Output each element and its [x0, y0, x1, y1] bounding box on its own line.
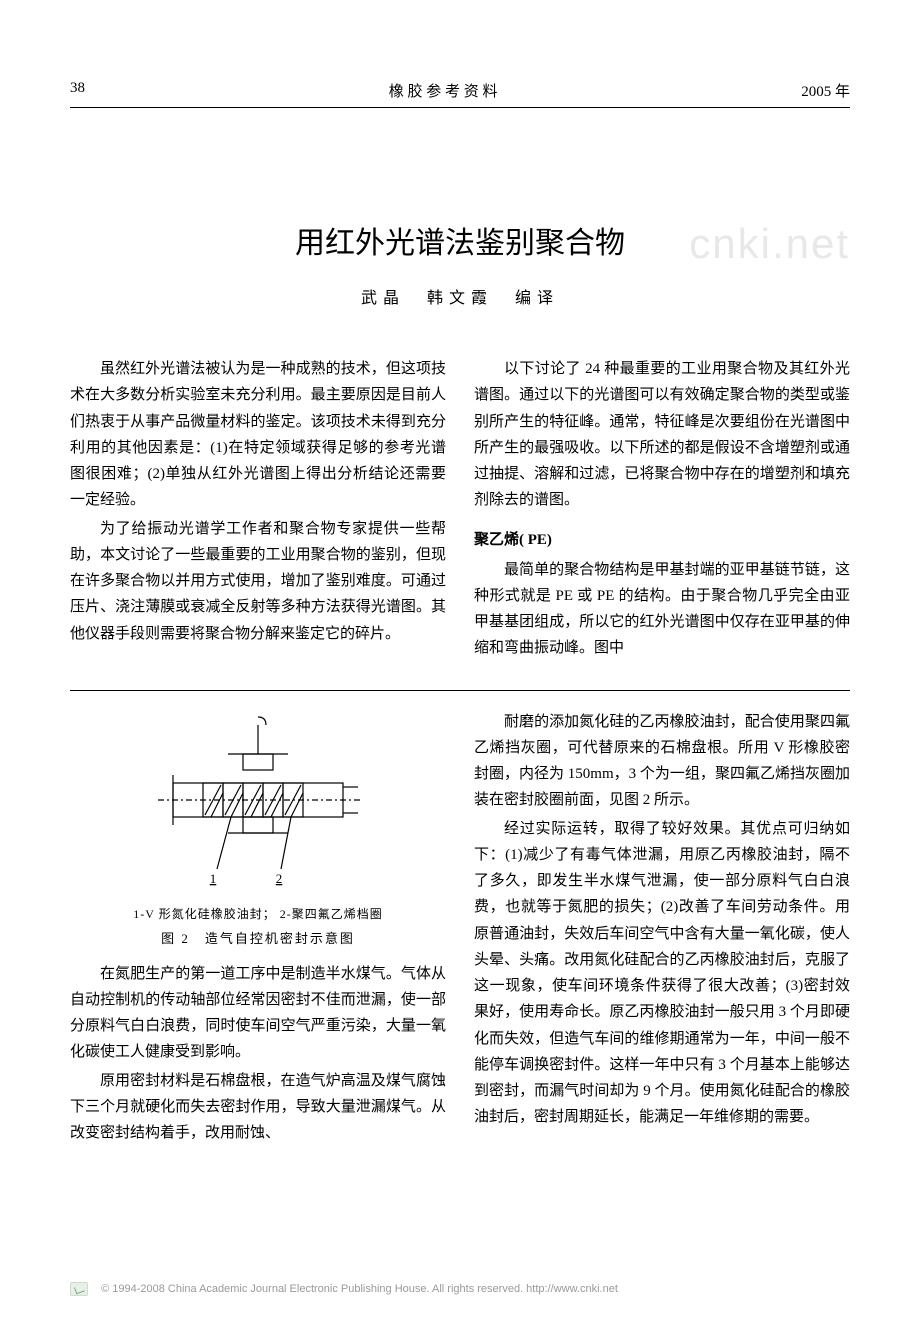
svg-text:1: 1 [210, 871, 217, 886]
footer-text: © 1994-2008 China Academic Journal Elect… [101, 1283, 618, 1295]
bl-para-2: 原用密封材料是石棉盘根，在造气炉高温及煤气腐蚀下三个月就硬化而失去密封作用，导致… [70, 1068, 446, 1147]
intro-para-3: 以下讨论了 24 种最重要的工业用聚合物及其红外光谱图。通过以下的光谱图可以有效… [474, 356, 850, 514]
article-title: 用红外光谱法鉴别聚合物 [70, 218, 850, 262]
br-para-1: 耐磨的添加氮化硅的乙丙橡胶油封，配合使用聚四氟乙烯挡灰圈，可代替原来的石棉盘根。… [474, 709, 850, 814]
page-number: 38 [70, 80, 85, 101]
figure-legend: 1-V 形氮化硅橡胶油封； 2-聚四氟乙烯档圈 [133, 905, 382, 922]
figure-title: 图 2 造气自控机密封示意图 [161, 928, 355, 947]
svg-text:2: 2 [276, 871, 283, 886]
footer-logo-icon [70, 1282, 88, 1296]
page-header: 38 橡 胶 参 考 资 料 2005 年 [70, 80, 850, 108]
figure-2: 1 2 1-V 形氮化硅橡胶油封； 2-聚四氟乙烯档圈 图 2 造气自控机密封示… [70, 709, 446, 955]
section-divider [70, 690, 850, 691]
bl-para-1: 在氮肥生产的第一道工序中是制造半水煤气。气体从自动控制机的传动轴部位经常因密封不… [70, 961, 446, 1066]
upper-columns: 虽然红外光谱法被认为是一种成熟的技术，但这项技术在大多数分析实验室未充分利用。最… [70, 356, 850, 664]
section-pe: 聚乙烯( PE) [474, 528, 850, 549]
journal-name: 橡 胶 参 考 资 料 [389, 80, 498, 101]
intro-para-1: 虽然红外光谱法被认为是一种成熟的技术，但这项技术在大多数分析实验室未充分利用。最… [70, 356, 446, 514]
br-para-2: 经过实际运转，取得了较好效果。其优点可归纳如下：(1)减少了有毒气体泄漏，用原乙… [474, 816, 850, 1131]
upper-left-col: 虽然红外光谱法被认为是一种成熟的技术，但这项技术在大多数分析实验室未充分利用。最… [70, 356, 446, 664]
intro-para-2: 为了给振动光谱学工作者和聚合物专家提供一些帮助，本文讨论了一些最重要的工业用聚合… [70, 516, 446, 647]
article-authors: 武晶 韩文霞 编译 [70, 284, 850, 308]
lower-left-col: 1 2 1-V 形氮化硅橡胶油封； 2-聚四氟乙烯档圈 图 2 造气自控机密封示… [70, 709, 446, 1149]
pe-para: 最简单的聚合物结构是甲基封端的亚甲基链节链，这种形式就是 PE 或 PE 的结构… [474, 557, 850, 662]
year-label: 2005 年 [801, 80, 850, 101]
lower-right-col: 耐磨的添加氮化硅的乙丙橡胶油封，配合使用聚四氟乙烯挡灰圈，可代替原来的石棉盘根。… [474, 709, 850, 1149]
upper-right-col: 以下讨论了 24 种最重要的工业用聚合物及其红外光谱图。通过以下的光谱图可以有效… [474, 356, 850, 664]
page-footer: © 1994-2008 China Academic Journal Elect… [70, 1282, 850, 1296]
seal-diagram-icon: 1 2 [143, 709, 373, 899]
lower-columns: 1 2 1-V 形氮化硅橡胶油封； 2-聚四氟乙烯档圈 图 2 造气自控机密封示… [70, 709, 850, 1149]
